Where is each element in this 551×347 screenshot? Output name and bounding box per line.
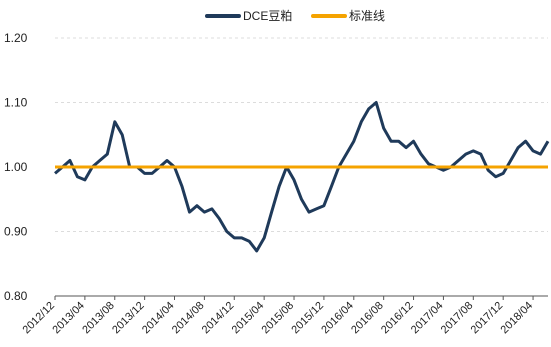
y-tick-label: 1.20: [4, 31, 28, 45]
series-line-dce-soymeal: [54, 101, 550, 253]
legend-label: 标准线: [349, 9, 385, 23]
x-tick-label: 2015/04: [230, 300, 267, 337]
legend: DCE豆粕 标准线: [205, 8, 385, 23]
x-tick-label: 2015/12: [289, 300, 326, 337]
x-tick-label: 2014/08: [170, 300, 207, 337]
x-tick-label: 2013/08: [80, 300, 117, 337]
x-tick-label: 2016/08: [349, 300, 386, 337]
x-tick-label: 2014/12: [200, 300, 237, 337]
x-tick-label: 2017/04: [409, 300, 446, 337]
x-tick-label: 2013/12: [110, 300, 147, 337]
legend-label: DCE豆粕: [243, 8, 292, 23]
x-tick-label: 2012/12: [21, 300, 58, 337]
series-lines: [54, 101, 550, 253]
x-tick-label: 2013/04: [50, 300, 87, 337]
x-tick-label: 2016/04: [319, 300, 356, 337]
y-tick-label: 1.10: [4, 96, 28, 110]
y-tick-label: 1.00: [4, 160, 28, 174]
x-tick-label: 2017/12: [469, 300, 506, 337]
x-tick-label: 2015/08: [260, 300, 297, 337]
x-tick-label: 2018/04: [499, 300, 536, 337]
x-tick-label: 2017/08: [439, 300, 476, 337]
x-axis: 2012/122013/042013/082013/122014/042014/…: [21, 295, 548, 337]
y-axis-ticks: 0.80 0.90 1.00 1.10 1.20: [4, 31, 28, 303]
x-tick-label: 2014/04: [140, 300, 177, 337]
x-tick-label: 2016/12: [379, 300, 416, 337]
y-tick-label: 0.90: [4, 225, 28, 239]
y-tick-label: 0.80: [4, 289, 28, 303]
